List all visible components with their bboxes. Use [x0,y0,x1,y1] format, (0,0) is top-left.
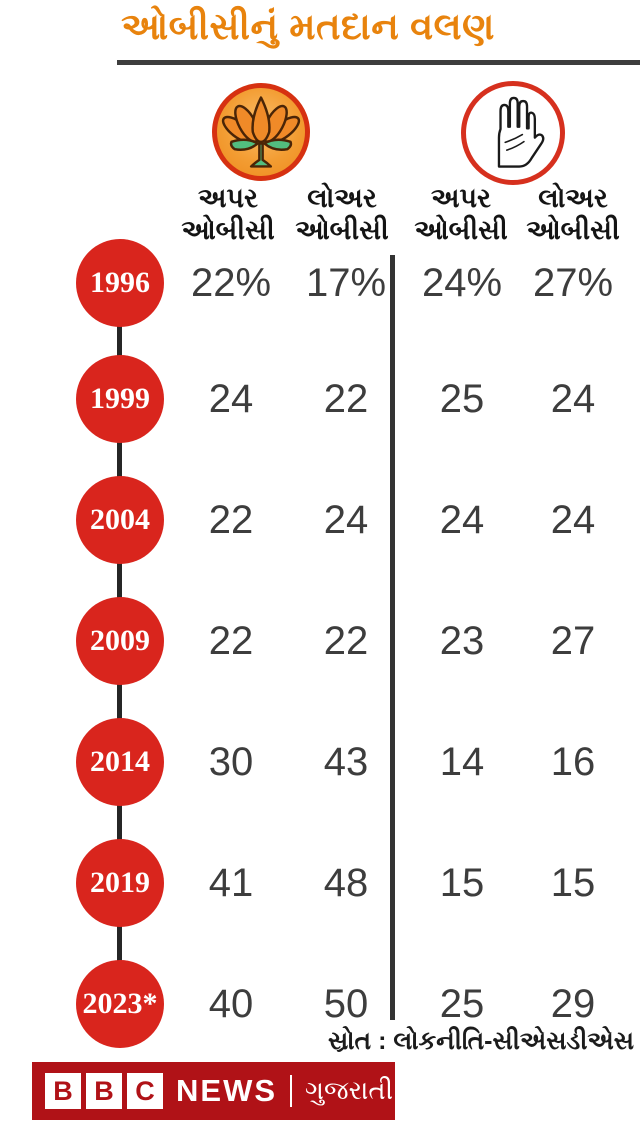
value-cell: 48 [323,861,369,905]
bjp-lotus-icon [221,96,301,168]
congress-logo [461,81,565,185]
year-badge: 1999 [76,355,164,443]
column-headers: અપર ઓબીસી લોઅર ઓબીસી અપર ઓબીસી લોઅર ઓબીસી [0,183,640,253]
news-label: NEWS [176,1073,277,1108]
table-row: 2004 22 24 24 24 [0,475,640,565]
value-cell: 27% [532,261,614,305]
column-header: અપર ઓબીસી [181,183,275,245]
year-badge: 2014 [76,718,164,806]
value-cell: 15 [550,861,596,905]
column-header: લોઅર ઓબીસી [295,183,389,245]
value-cell: 22 [323,377,369,421]
table-row: 2009 22 22 23 27 [0,596,640,686]
value-cell: 24 [550,377,596,421]
bbc-block-letter: C [127,1073,163,1109]
value-cell: 23 [439,619,485,663]
table-row: 2023* 40 50 25 29 [0,959,640,1049]
value-cell: 50 [323,982,369,1026]
value-cell: 15 [439,861,485,905]
table-row: 2019 41 48 15 15 [0,838,640,928]
value-cell: 16 [550,740,596,784]
value-cell: 22 [208,498,254,542]
year-badge: 2019 [76,839,164,927]
value-cell: 22 [323,619,369,663]
bbc-block-letter: B [45,1073,81,1109]
value-cell: 27 [550,619,596,663]
year-badge: 2004 [76,476,164,564]
page-title: ઓબીસીનું મતદાન વલણ [121,6,495,47]
value-cell: 40 [208,982,254,1026]
value-cell: 24% [421,261,503,305]
language-label: ગુજરાતી [305,1075,394,1105]
source-text: સ્રોત : લોકનીતિ-સીએસડીએસ [328,1027,634,1055]
bbc-block-letter: B [86,1073,122,1109]
title-underline [117,60,640,65]
party-divider-line [390,255,395,1020]
value-cell: 24 [550,498,596,542]
table-row: 1996 22% 17% 24% 27% [0,238,640,328]
value-cell: 22 [208,619,254,663]
value-cell: 24 [208,377,254,421]
value-cell: 14 [439,740,485,784]
value-cell: 43 [323,740,369,784]
value-cell: 29 [550,982,596,1026]
value-cell: 24 [439,498,485,542]
congress-hand-icon [497,96,545,168]
table-row: 2014 30 43 14 16 [0,717,640,807]
value-cell: 41 [208,861,254,905]
value-cell: 22% [190,261,272,305]
column-header: અપર ઓબીસી [414,183,508,245]
value-cell: 24 [323,498,369,542]
value-cell: 17% [305,261,387,305]
value-cell: 25 [439,982,485,1026]
bjp-logo [212,83,310,181]
column-header: લોઅર ઓબીસી [526,183,620,245]
value-cell: 25 [439,377,485,421]
year-badge: 2009 [76,597,164,685]
year-badge: 2023* [76,960,164,1048]
pipe-divider-icon [290,1075,292,1107]
year-badge: 1996 [76,239,164,327]
table-row: 1999 24 22 25 24 [0,354,640,444]
value-cell: 30 [208,740,254,784]
